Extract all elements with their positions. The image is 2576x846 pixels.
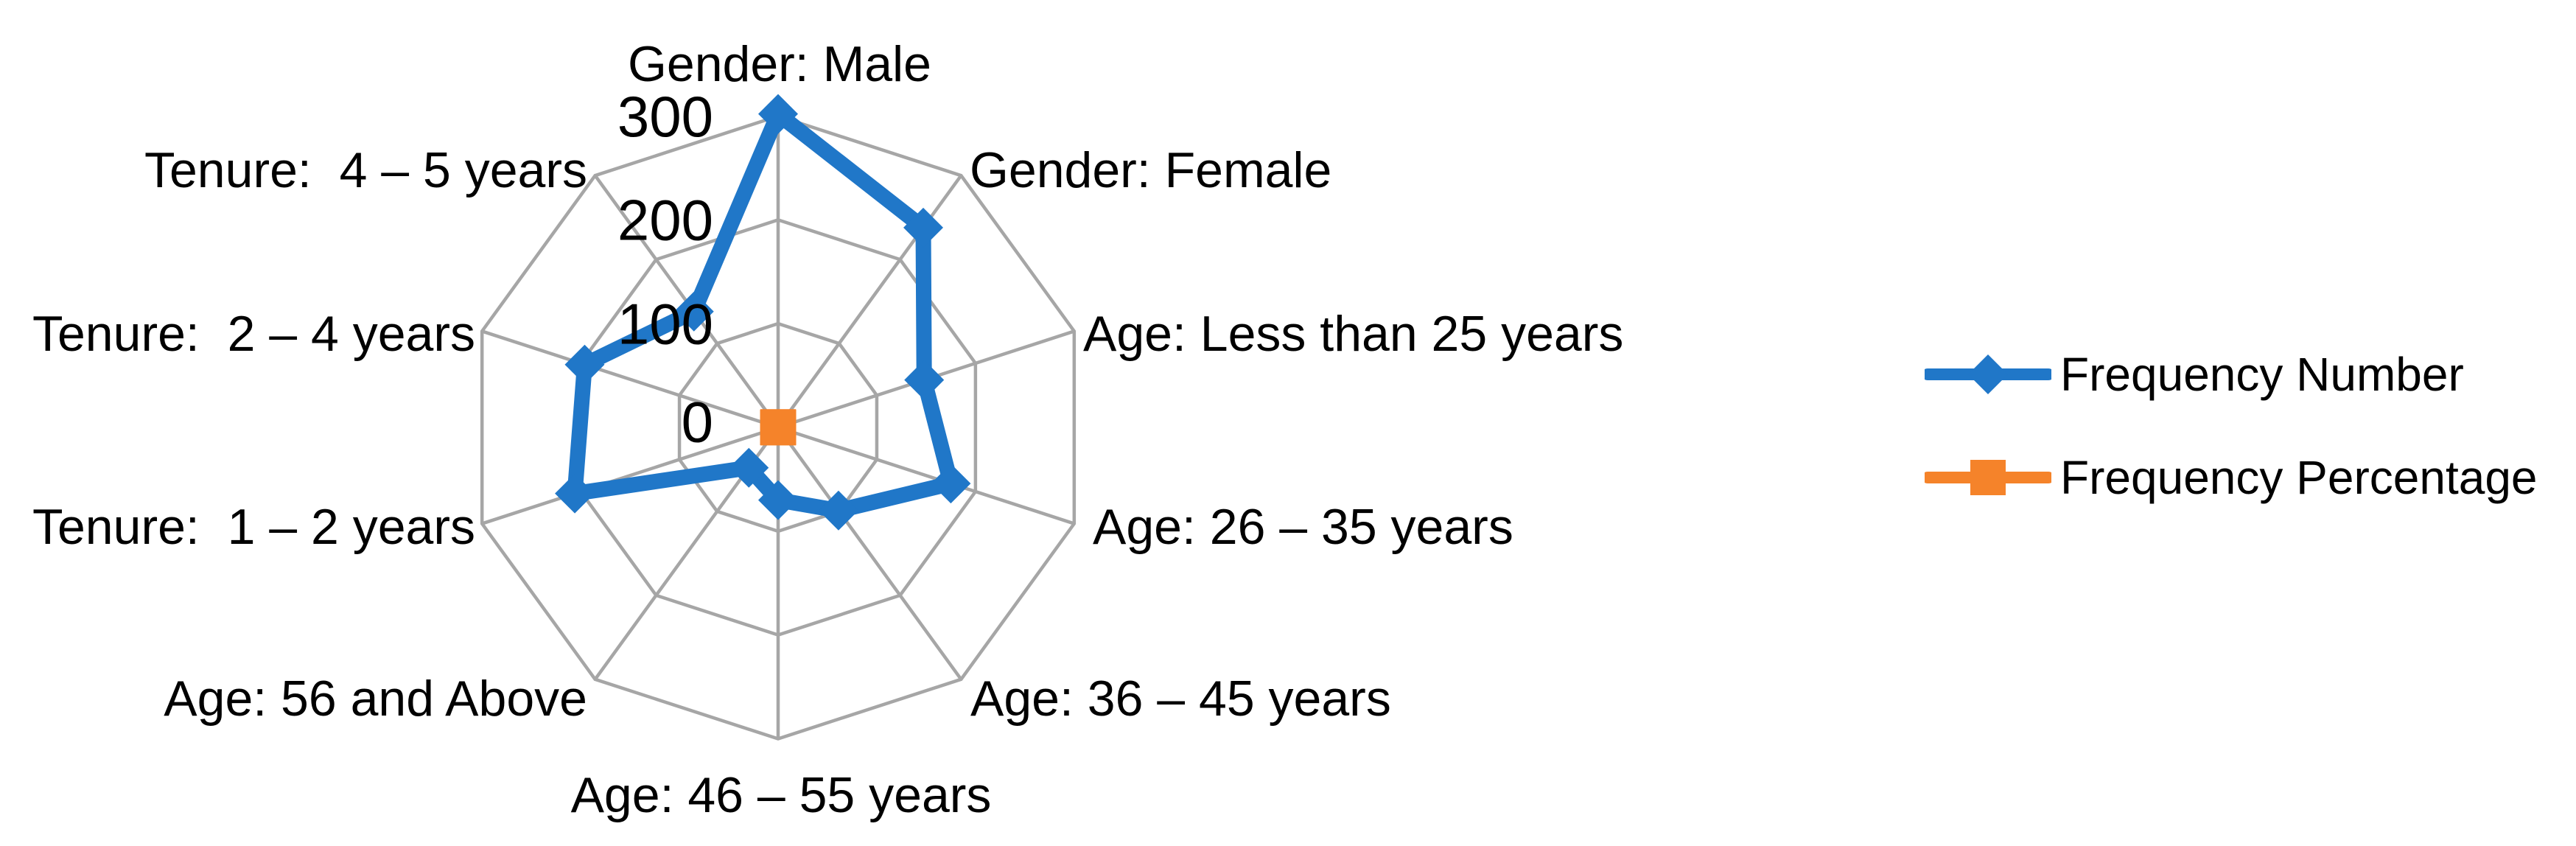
axis-spoke-4: [777, 426, 963, 681]
data-point-marker: [758, 94, 798, 134]
data-point-marker: [673, 291, 714, 332]
category-label-9: Tenure: 4 – 5 years: [144, 142, 587, 198]
category-label-4: Age: 36 – 45 years: [970, 671, 1391, 727]
category-label-5: Age: 46 – 55 years: [571, 767, 992, 823]
category-label-6: Age: 56 and Above: [164, 671, 587, 727]
data-point-marker: [555, 473, 595, 514]
category-label-7: Tenure: 1 – 2 years: [32, 499, 475, 555]
axis-spoke-8: [481, 329, 779, 430]
axis-spoke-7: [481, 425, 779, 525]
axis-spoke-3: [777, 425, 1075, 525]
radial-tick-label-200: 200: [617, 188, 713, 253]
category-label-1: Gender: Female: [970, 142, 1331, 198]
category-label-0: Gender: Male: [628, 36, 931, 92]
data-point-marker: [904, 360, 945, 400]
legend-item-frequency-number: Frequency Number: [1925, 348, 2464, 401]
radial-tick-label-300: 300: [617, 84, 713, 149]
frequency-number-marker-icon: [1925, 354, 2051, 394]
category-label-3: Age: 26 – 35 years: [1093, 499, 1513, 555]
radial-tick-label-100: 100: [617, 291, 713, 356]
data-point-marker: [758, 480, 798, 520]
data-point-marker: [903, 207, 944, 248]
data-point-marker: [818, 490, 858, 531]
legend-label-frequency-percentage: Frequency Percentage: [2060, 451, 2538, 504]
legend-item-frequency-percentage: Frequency Percentage: [1925, 451, 2538, 504]
legend-label-frequency-number: Frequency Number: [2060, 348, 2464, 401]
data-point-marker: [760, 409, 796, 445]
data-point-marker: [564, 344, 605, 385]
category-label-2: Age: Less than 25 years: [1083, 306, 1623, 362]
category-label-8: Tenure: 2 – 4 years: [32, 306, 475, 362]
frequency-percentage-marker-icon: [1925, 460, 2051, 495]
radial-tick-label-0: 0: [682, 389, 713, 454]
data-point-marker: [931, 464, 971, 504]
data-point-marker: [729, 447, 769, 488]
